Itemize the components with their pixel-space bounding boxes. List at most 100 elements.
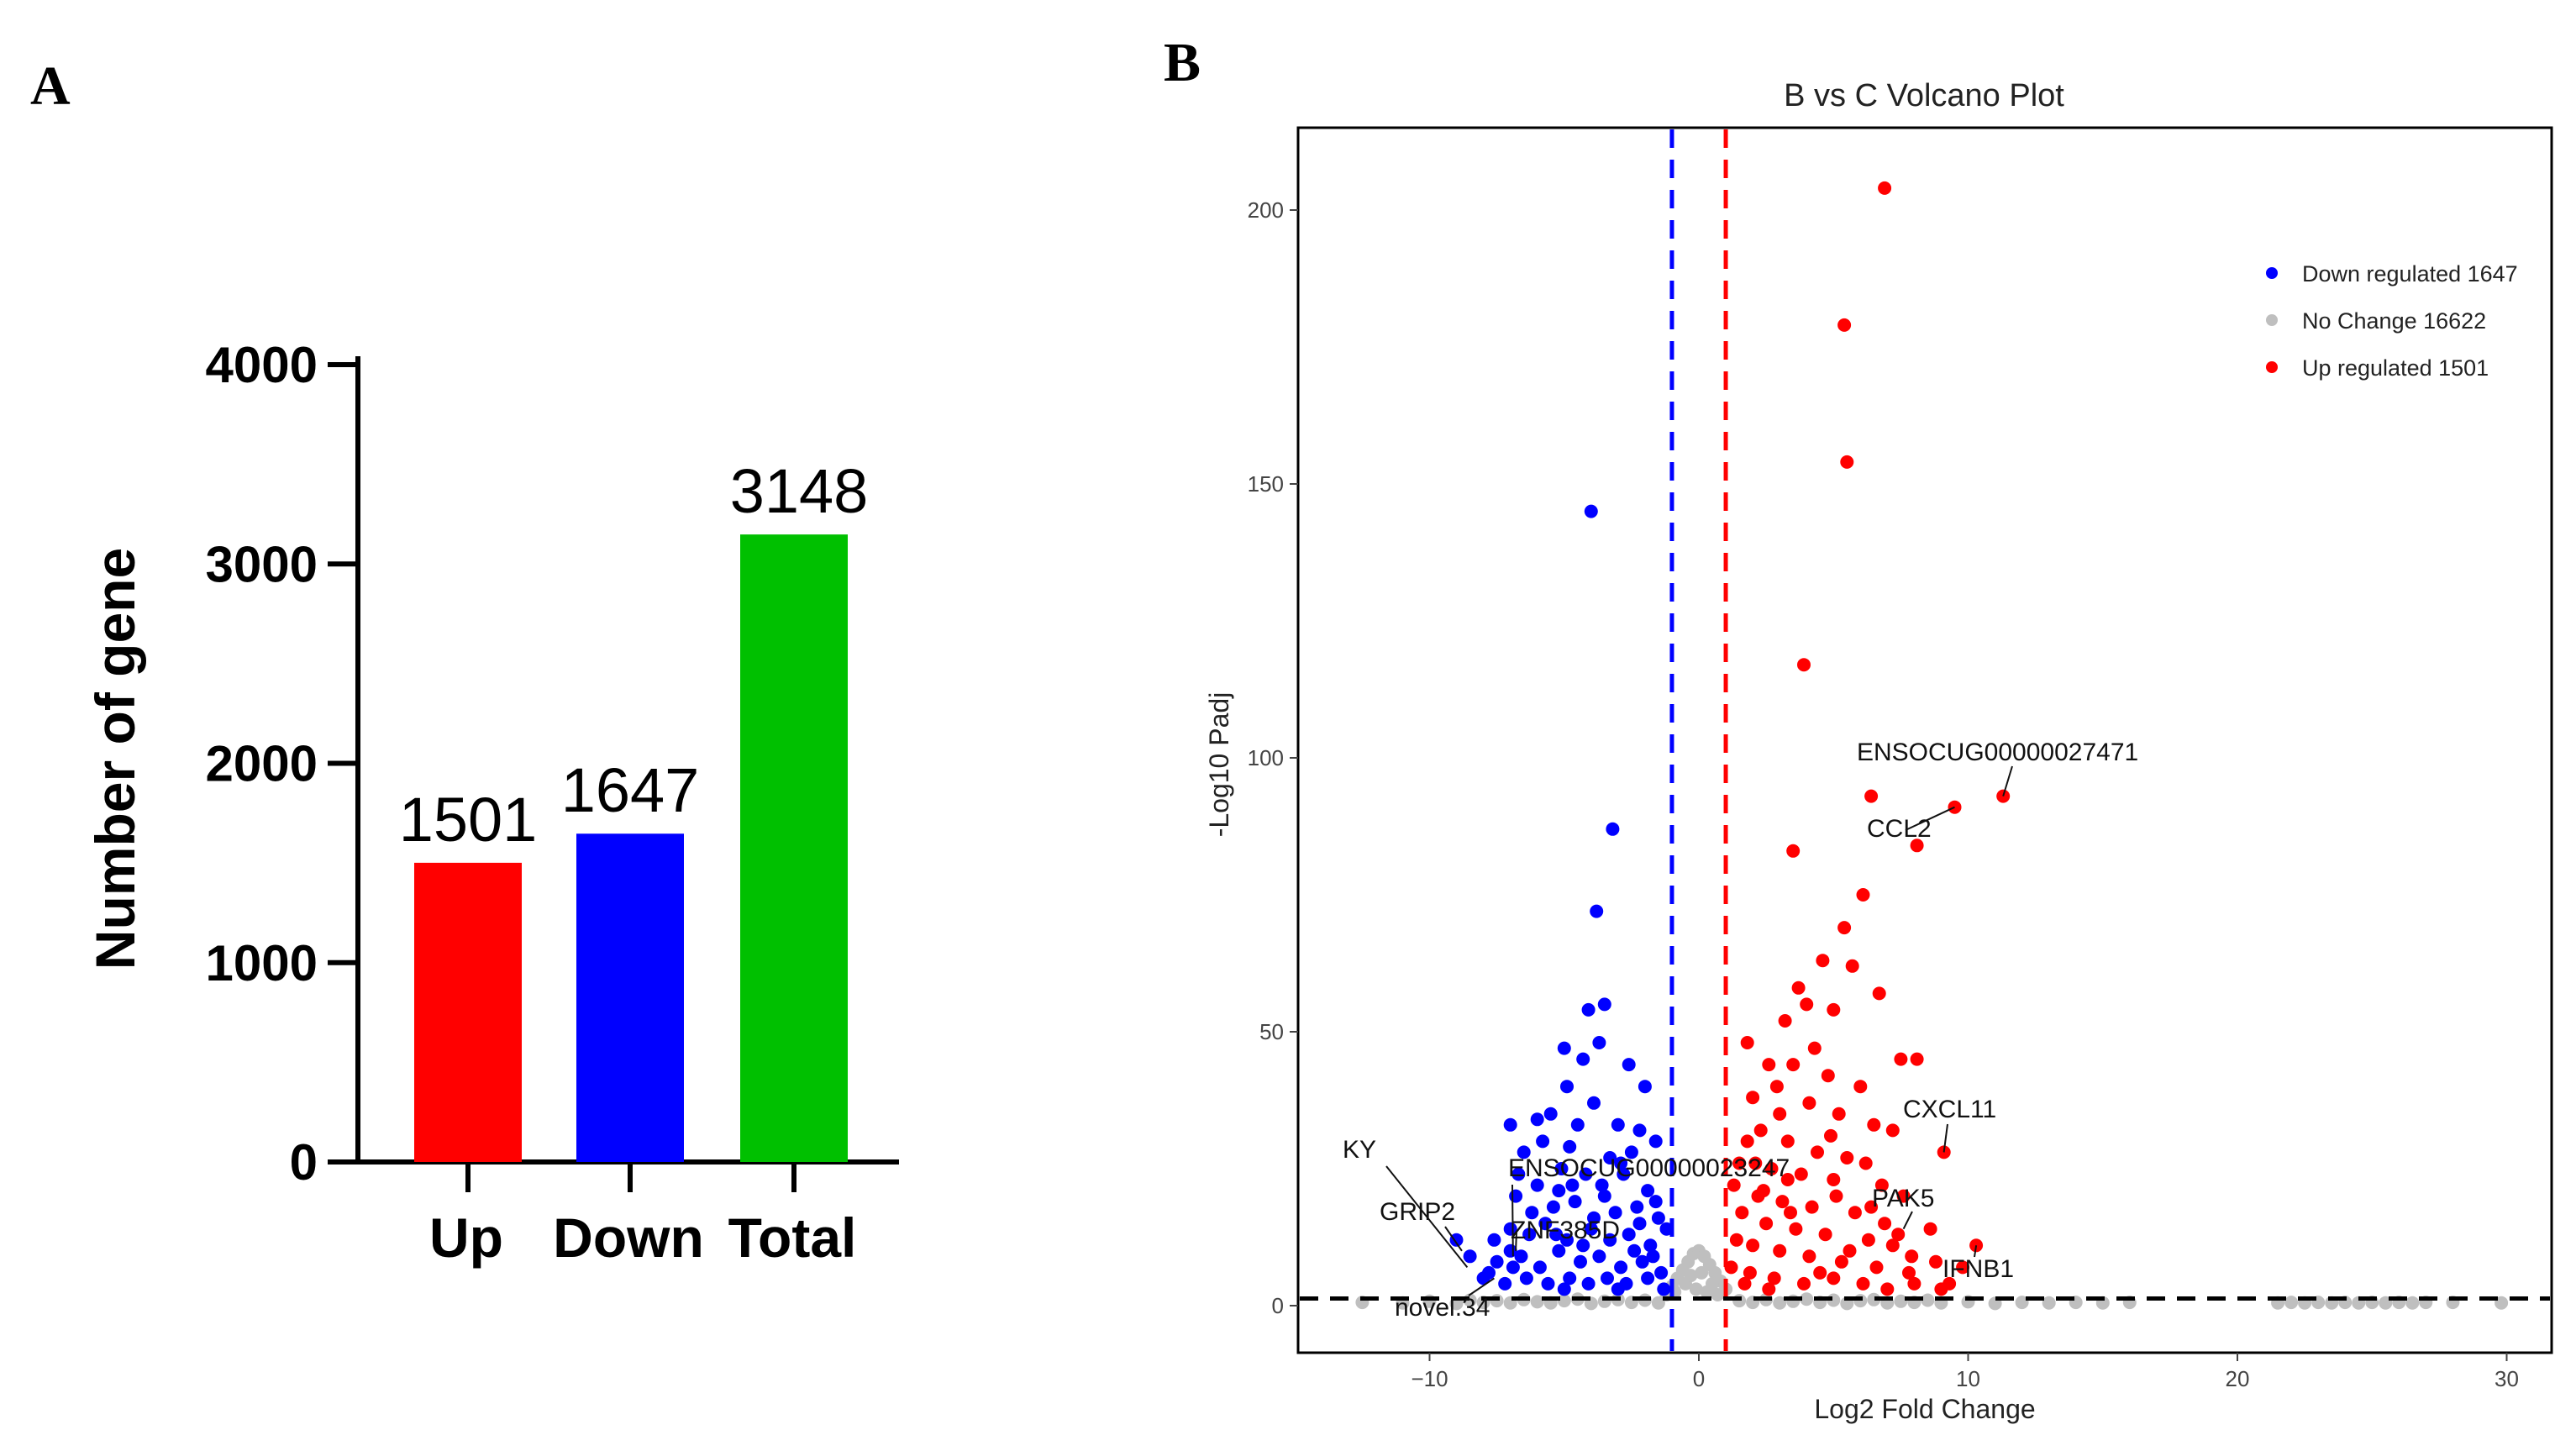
volcano-point-up (1794, 1167, 1808, 1181)
bar-category-label-down: Down (553, 1207, 704, 1269)
volcano-point-up (1864, 789, 1879, 803)
volcano-point-no (2495, 1296, 2509, 1310)
volcano-point-down (1608, 1206, 1622, 1220)
volcano-x-tick-label: 30 (2495, 1366, 2519, 1391)
volcano-point-down (1570, 1117, 1585, 1132)
volcano-point-up (1807, 1041, 1822, 1055)
volcano-point-up (1778, 1014, 1792, 1028)
volcano-y-tick-label: 100 (1248, 745, 1284, 770)
volcano-point-down (1581, 1276, 1596, 1291)
volcano-point-down (1557, 1282, 1571, 1296)
volcano-point-down (1530, 1178, 1544, 1192)
volcano-x-tick-label: 0 (1693, 1366, 1705, 1391)
volcano-point-down (1614, 1260, 1628, 1275)
volcano-point-down (1554, 1162, 1569, 1175)
bar-y-axis-label: Number of gene (84, 548, 146, 970)
volcano-point-up (1869, 1260, 1884, 1275)
volcano-plot-panel-b: B B vs C Volcano Plot −10 0 10 20 30 0 50 100 15… (1164, 32, 2553, 1424)
bar-y-tick-label: 2000 (206, 736, 318, 792)
volcano-point-down (1603, 1151, 1617, 1165)
volcano-point-down (1549, 1228, 1564, 1242)
volcano-point-down (1630, 1200, 1644, 1214)
volcano-point-up (1845, 959, 1859, 973)
volcano-point-down (1574, 1254, 1587, 1269)
volcano-point-up (1856, 888, 1870, 902)
volcano-x-axis-label: Log2 Fold Change (1814, 1394, 2035, 1424)
volcano-point-up (1880, 1282, 1895, 1296)
volcano-point-up (1837, 921, 1852, 935)
volcano-point-down (1509, 1189, 1523, 1203)
volcano-point-up (1943, 1276, 1957, 1291)
gene-label-pak5: PAK5 (1872, 1185, 1935, 1212)
volcano-point-up (1907, 1276, 1921, 1291)
volcano-point-down (1597, 1189, 1611, 1203)
volcano-point-up (1878, 1217, 1892, 1231)
volcano-point-up (1837, 318, 1852, 332)
volcano-point-down (1449, 1233, 1464, 1247)
panel-letter-a: A (30, 55, 71, 117)
volcano-point-up (1762, 1058, 1776, 1072)
volcano-point-up (1818, 1228, 1832, 1242)
volcano-gene-annotations: KY GRIP2 ENSOCUG00000023247 ZNF385D novel.34… (1343, 739, 2138, 1322)
gene-leader-line (1385, 1165, 1469, 1268)
bar-y-tick-label: 3000 (206, 536, 318, 592)
volcano-point-down (1525, 1206, 1539, 1220)
volcano-point-up (1737, 1276, 1752, 1291)
volcano-point-down (1482, 1265, 1496, 1280)
bar-up (414, 862, 522, 1162)
volcano-point-down (1584, 504, 1598, 518)
gene-label-grip2: GRIP2 (1380, 1198, 1455, 1226)
gene-label-ifnb1: IFNB1 (1943, 1255, 2014, 1283)
volcano-point-down (1643, 1238, 1658, 1253)
volcano-point-up (1894, 1052, 1908, 1066)
volcano-point-up (1827, 1271, 1841, 1285)
volcano-point-up (1759, 1217, 1774, 1231)
volcano-point-down (1624, 1145, 1638, 1159)
volcano-point-up (1802, 1096, 1816, 1110)
volcano-point-up (1727, 1178, 1741, 1192)
volcano-y-tick-label: 0 (1272, 1293, 1284, 1318)
volcano-point-down (1611, 1117, 1625, 1132)
gene-leader-line (1511, 1184, 1514, 1257)
volcano-point-no (1853, 1294, 1868, 1308)
volcano-point-down (1648, 1134, 1663, 1149)
volcano-point-down (1584, 1222, 1598, 1236)
volcano-point-down (1506, 1260, 1520, 1275)
volcano-point-down (1519, 1271, 1533, 1285)
volcano-point-down (1552, 1184, 1566, 1198)
bar-series: 1501 1647 3148 (399, 456, 868, 1162)
volcano-point-up (1756, 1184, 1770, 1198)
bar-x-ticks: Up Down Total (429, 1162, 856, 1269)
volcano-point-up (1853, 1080, 1868, 1094)
volcano-point-down (1654, 1265, 1669, 1280)
volcano-point-up (1784, 1206, 1797, 1220)
volcano-point-down (1552, 1243, 1566, 1258)
volcano-point-down (1632, 1217, 1647, 1231)
bar-data-label-up: 1501 (399, 785, 538, 854)
bar-y-tick-label: 4000 (206, 337, 318, 393)
volcano-point-down (1541, 1276, 1555, 1291)
volcano-point-up (1800, 997, 1814, 1012)
gene-leader-line (1444, 1226, 1463, 1252)
volcano-point-up (1740, 1134, 1754, 1149)
volcano-point-down (1517, 1145, 1531, 1159)
volcano-point-up (1773, 1243, 1787, 1258)
gene-label-ensocug00000027471: ENSOCUG00000027471 (1857, 739, 2138, 766)
gene-leader-line (2002, 765, 2013, 796)
volcano-point-up (1786, 844, 1801, 858)
volcano-point-down (1530, 1112, 1544, 1127)
volcano-point-up (1732, 1156, 1747, 1170)
volcano-point-down (1635, 1254, 1649, 1269)
volcano-point-down (1557, 1041, 1571, 1055)
legend-marker-down (2266, 267, 2278, 279)
volcano-point-down (1565, 1178, 1580, 1192)
volcano-point-up (1848, 1206, 1862, 1220)
volcano-plot-area (1296, 126, 2553, 1354)
volcano-point-up (1748, 1156, 1763, 1170)
gene-label-novel-34: novel.34 (1395, 1294, 1490, 1322)
volcano-point-no (1867, 1292, 1881, 1306)
volcano-y-tick-label: 50 (1259, 1019, 1284, 1044)
bar-total (740, 534, 848, 1162)
bar-y-tick-label: 1000 (206, 935, 318, 991)
